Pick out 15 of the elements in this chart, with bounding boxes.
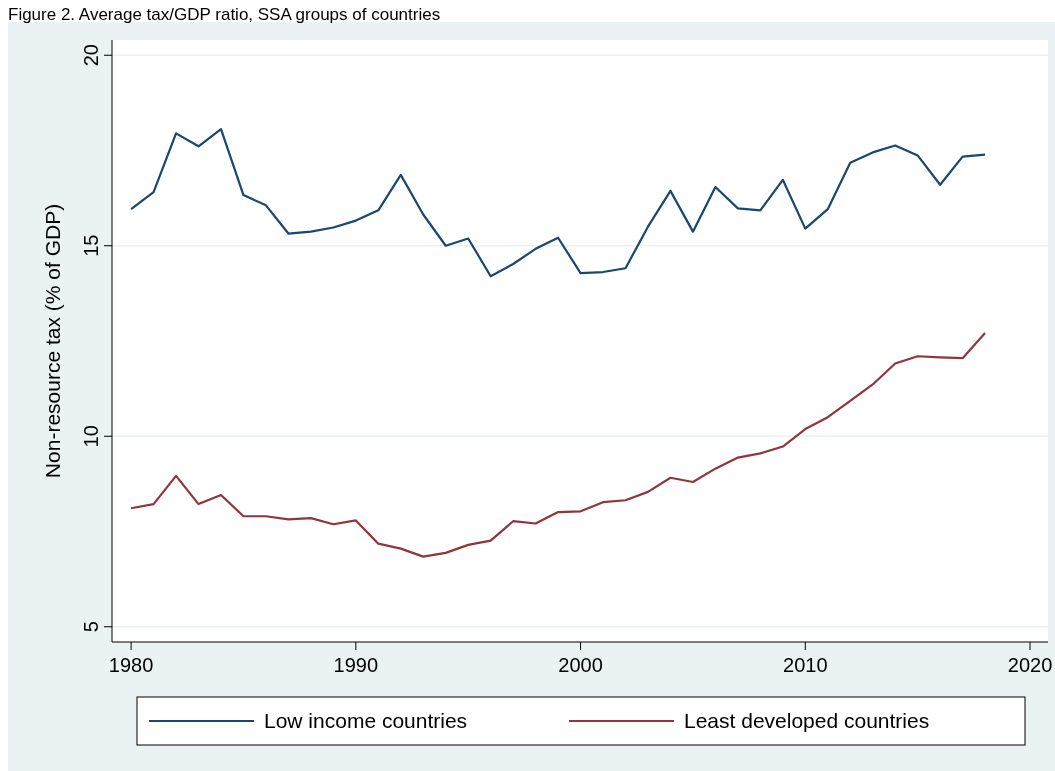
chart-title: Figure 2. Average tax/GDP ratio, SSA groups of countries xyxy=(8,5,441,24)
line-series xyxy=(130,331,987,558)
x-tick-label: 1980 xyxy=(108,654,154,676)
y-tick-label: 5 xyxy=(80,621,102,633)
y-tick-label: 10 xyxy=(80,425,102,448)
line-series xyxy=(130,128,987,278)
x-tick-label: 1990 xyxy=(333,654,379,676)
legend-label: Low income countries xyxy=(264,709,468,732)
y-axis-title: Non-resource tax (% of GDP) xyxy=(41,203,64,479)
legend-label: Least developed countries xyxy=(684,709,930,732)
x-tick-label: 2010 xyxy=(783,654,828,676)
y-tick-label: 15 xyxy=(80,234,102,257)
y-tick-label: 20 xyxy=(80,44,102,67)
x-tick-label: 2000 xyxy=(558,654,603,676)
x-tick-label: 2020 xyxy=(1007,654,1053,676)
